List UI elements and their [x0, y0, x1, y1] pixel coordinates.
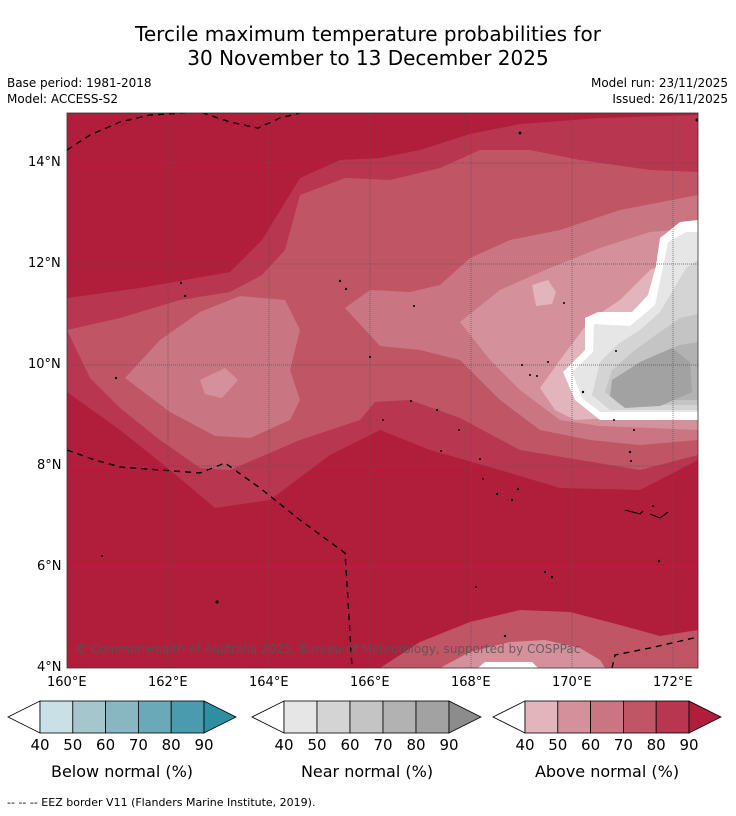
lon-label-168e: 168°E	[451, 675, 491, 690]
above-bottom-70-region	[380, 610, 698, 668]
near-legend-tick-70: 70	[373, 736, 393, 754]
lat-label-12n: 12°N	[28, 256, 61, 271]
near-legend-swatch-high	[448, 700, 482, 734]
near-legend-tick-60: 60	[340, 736, 360, 754]
lat-label-10n: 10°N	[28, 357, 61, 372]
copyright-text: © Commonwealth of Australia 2025, Bureau…	[75, 642, 580, 656]
model-name: Model: ACCESS-S2	[7, 92, 119, 106]
below-legend-tick-70: 70	[128, 736, 148, 754]
meta-right: Model run: 23/11/2025 Issued: 26/11/2025	[591, 75, 728, 107]
above-legend-tick-70: 70	[613, 736, 633, 754]
eez-borders	[67, 113, 698, 668]
near-legend-swatch-low	[251, 700, 285, 734]
above-legend-swatch-5	[655, 700, 690, 734]
near-legend-tick-40: 40	[274, 736, 294, 754]
near-legend-swatch-2	[316, 700, 351, 734]
lon-label-166e: 166°E	[350, 675, 390, 690]
islands	[101, 118, 698, 638]
near-normal-title: Near normal (%)	[300, 762, 434, 781]
below-legend-swatch-3	[105, 700, 139, 734]
lat-label-6n: 6°N	[37, 559, 62, 574]
below-legend-tick-80: 80	[161, 736, 181, 754]
near-bottom-white-patch	[478, 662, 538, 668]
lon-label-162e: 162°E	[148, 675, 188, 690]
below-normal-colorbar	[7, 700, 237, 734]
above-legend-swatch-1	[524, 700, 559, 734]
lat-label-8n: 8°N	[37, 458, 62, 473]
below-legend-tick-60: 60	[96, 736, 116, 754]
below-normal-title: Below normal (%)	[50, 762, 194, 781]
eez-footnote: -- -- -- EEZ border V11 (Flanders Marine…	[7, 796, 316, 809]
below-legend-swatch-1	[39, 700, 74, 734]
above-legend-swatch-high	[688, 700, 722, 734]
near-legend-swatch-5	[415, 700, 450, 734]
near-legend-swatch-4	[382, 700, 417, 734]
below-legend-tick-90: 90	[194, 736, 214, 754]
below-legend-swatch-high	[203, 700, 237, 734]
above-legend-tick-90: 90	[679, 736, 699, 754]
above-normal-title: Above normal (%)	[534, 762, 680, 781]
above-legend-swatch-3	[590, 700, 624, 734]
near-80-region	[610, 348, 692, 408]
legend-colorbars	[7, 700, 722, 734]
lon-label-172e: 172°E	[653, 675, 693, 690]
probability-field: © Commonwealth of Australia 2025, Bureau…	[67, 113, 698, 668]
above-legend-swatch-4	[623, 700, 657, 734]
lat-label-14n: 14°N	[28, 155, 61, 170]
chart-title: Tercile maximum temperature probabilitie…	[0, 22, 736, 70]
map-frame	[66, 112, 699, 669]
below-legend-swatch-low	[7, 700, 41, 734]
near-normal-colorbar	[251, 700, 482, 734]
lon-label-160e: 160°E	[47, 675, 87, 690]
lon-label-164e: 164°E	[249, 675, 289, 690]
above-legend-tick-50: 50	[548, 736, 568, 754]
above-legend-swatch-low	[492, 700, 526, 734]
above-legend-swatch-2	[557, 700, 591, 734]
above-bottom-50-region	[440, 640, 605, 668]
below-legend-swatch-2	[72, 700, 107, 734]
below-legend-tick-50: 50	[63, 736, 83, 754]
below-legend-swatch-5	[170, 700, 205, 734]
model-run: Model run: 23/11/2025	[590, 76, 728, 90]
graticule	[67, 113, 698, 668]
title-line-1: Tercile maximum temperature probabilitie…	[135, 22, 601, 46]
near-legend-tick-50: 50	[307, 736, 327, 754]
near-legend-tick-90: 90	[439, 736, 459, 754]
below-legend-tick-40: 40	[30, 736, 50, 754]
below-legend-swatch-4	[137, 700, 172, 734]
lat-label-4n: 4°N	[37, 660, 62, 675]
above-normal-colorbar	[492, 700, 722, 734]
base-period: Base period: 1981-2018	[7, 76, 152, 90]
near-legend-swatch-3	[349, 700, 384, 734]
lon-label-170e: 170°E	[552, 675, 592, 690]
above-legend-tick-40: 40	[515, 736, 535, 754]
above-legend-tick-60: 60	[581, 736, 601, 754]
near-legend-tick-80: 80	[406, 736, 426, 754]
title-line-2: 30 November to 13 December 2025	[187, 46, 549, 70]
near-legend-swatch-1	[283, 700, 318, 734]
above-legend-tick-80: 80	[646, 736, 666, 754]
issued-date: Issued: 26/11/2025	[612, 92, 728, 106]
meta-left: Base period: 1981-2018 Model: ACCESS-S2	[7, 75, 152, 107]
